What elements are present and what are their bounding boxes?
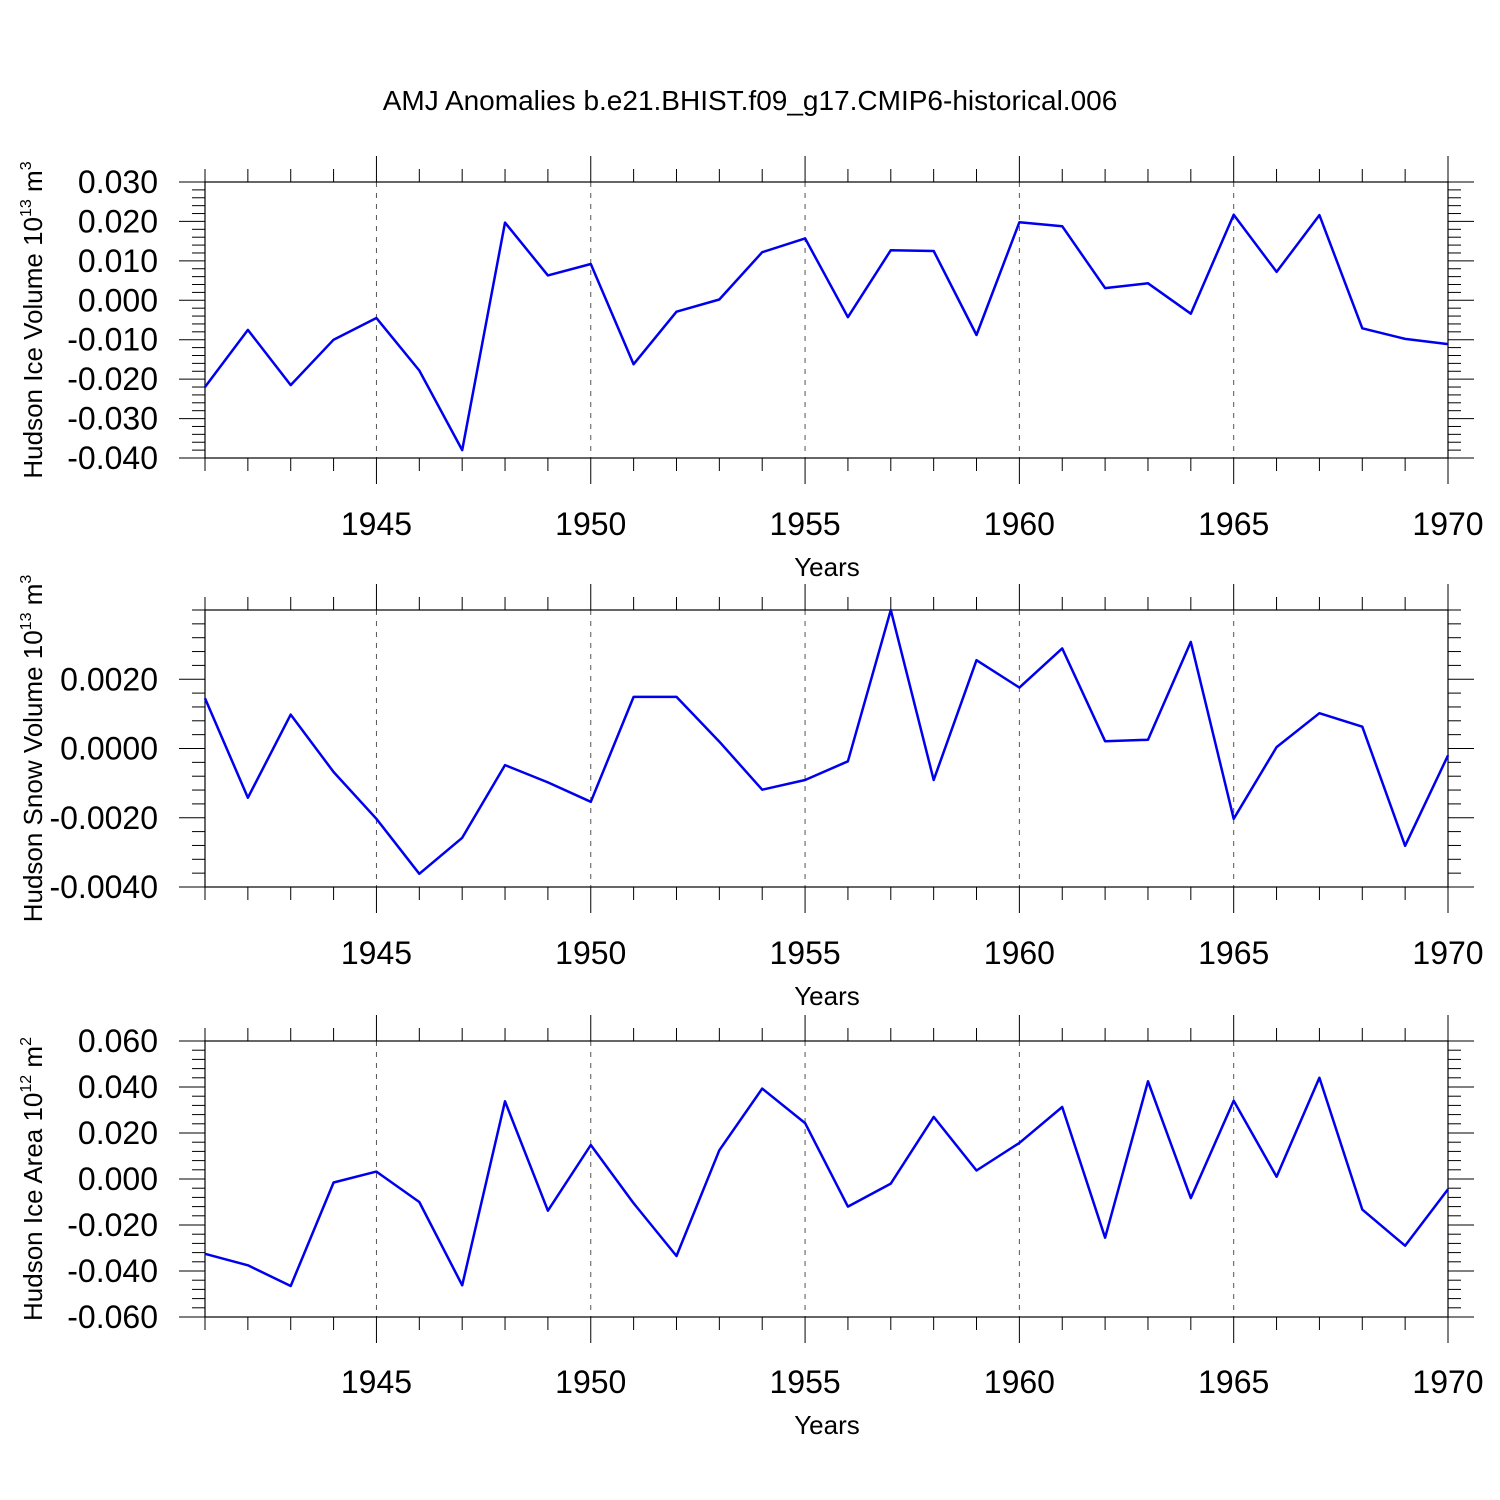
y-axis-label-text: Hudson Snow Volume 10 <box>18 630 48 922</box>
y-axis-label-unit-exponent: 3 <box>18 161 35 170</box>
plot-frame <box>204 609 1449 888</box>
x-axis-label: Years <box>794 552 860 582</box>
panel-snow-volume: -0.0040 -0.0020 0.0000 0.0020 1945 1950 1955 19… <box>18 575 1484 1011</box>
y-tick-label: -0.030 <box>67 401 158 437</box>
y-axis-label-unit-exponent: 3 <box>18 575 35 584</box>
panel-ice-volume: -0.040-0.030 -0.020-0.010 0.0000.010 0.0200… <box>18 156 1484 582</box>
y-tick-label: -0.0020 <box>49 800 158 836</box>
x-tick-label: 1945 <box>341 1364 412 1400</box>
y-tick-label: 0.000 <box>78 1161 158 1197</box>
y-axis-label-text: Hudson Ice Area 10 <box>18 1093 48 1321</box>
y-axis-label-unit-exponent: 2 <box>18 1037 35 1046</box>
x-tick-label: 1945 <box>341 935 412 971</box>
x-tick-label: 1970 <box>1412 1364 1483 1400</box>
y-axis-label-unit: m <box>18 170 48 199</box>
y-tick-label: 0.060 <box>78 1023 158 1059</box>
y-tick-label: 0.030 <box>78 164 158 200</box>
x-tick-label: 1960 <box>984 1364 1055 1400</box>
y-axis-label: Hudson Ice Area 1012 m2 <box>18 1037 48 1321</box>
x-tick-label: 1950 <box>555 1364 626 1400</box>
y-tick-label: 0.0000 <box>60 731 158 767</box>
plot-frame <box>204 1040 1449 1318</box>
y-axis-label-exponent: 13 <box>18 199 35 217</box>
y-tick-label: -0.0040 <box>49 869 158 905</box>
x-tick-label: 1950 <box>555 506 626 542</box>
y-tick-label: 0.010 <box>78 243 158 279</box>
x-tick-label: 1945 <box>341 506 412 542</box>
y-axis-label-unit: m <box>18 1046 48 1075</box>
y-tick-label: 0.020 <box>78 203 158 239</box>
x-tick-label: 1955 <box>769 935 840 971</box>
y-axis-label-exponent: 12 <box>18 1075 35 1093</box>
y-tick-label: 0.020 <box>78 1115 158 1151</box>
x-tick-label: 1960 <box>984 506 1055 542</box>
y-axis-label: Hudson Ice Volume 1013 m3 <box>18 161 48 478</box>
y-tick-label: -0.020 <box>67 361 158 397</box>
main-title: AMJ Anomalies b.e21.BHIST.f09_g17.CMIP6-… <box>383 85 1118 116</box>
y-axis-label-exponent: 13 <box>18 612 35 630</box>
y-tick-label: -0.010 <box>67 322 158 358</box>
series-line <box>204 1076 1449 1288</box>
x-tick-label: 1955 <box>769 1364 840 1400</box>
x-tick-label: 1965 <box>1198 1364 1269 1400</box>
y-axis-label-text: Hudson Ice Volume 10 <box>18 217 48 479</box>
y-axis-label-unit: m <box>18 584 48 613</box>
plot-frame <box>204 181 1449 459</box>
panel-ice-area: -0.060 -0.040 -0.020 0.000 0.020 0.040 0.060 19… <box>18 1015 1484 1440</box>
series-line <box>204 213 1449 452</box>
y-tick-label: 0.040 <box>78 1069 158 1105</box>
x-tick-label: 1950 <box>555 935 626 971</box>
y-tick-label: 0.000 <box>78 282 158 318</box>
x-tick-label: 1960 <box>984 935 1055 971</box>
y-tick-label: -0.040 <box>67 440 158 476</box>
y-tick-label: -0.020 <box>67 1207 158 1243</box>
y-tick-label: -0.040 <box>67 1253 158 1289</box>
x-tick-label: 1970 <box>1412 506 1483 542</box>
x-tick-label: 1965 <box>1198 935 1269 971</box>
y-axis-label: Hudson Snow Volume 1013 m3 <box>18 575 48 923</box>
y-tick-label: -0.060 <box>67 1299 158 1335</box>
y-tick-label: 0.0020 <box>60 661 158 697</box>
x-tick-label: 1955 <box>769 506 840 542</box>
x-axis-label: Years <box>794 981 860 1011</box>
x-tick-label: 1970 <box>1412 935 1483 971</box>
x-axis-label: Years <box>794 1410 860 1440</box>
series-line <box>203 608 1450 876</box>
x-tick-label: 1965 <box>1198 506 1269 542</box>
